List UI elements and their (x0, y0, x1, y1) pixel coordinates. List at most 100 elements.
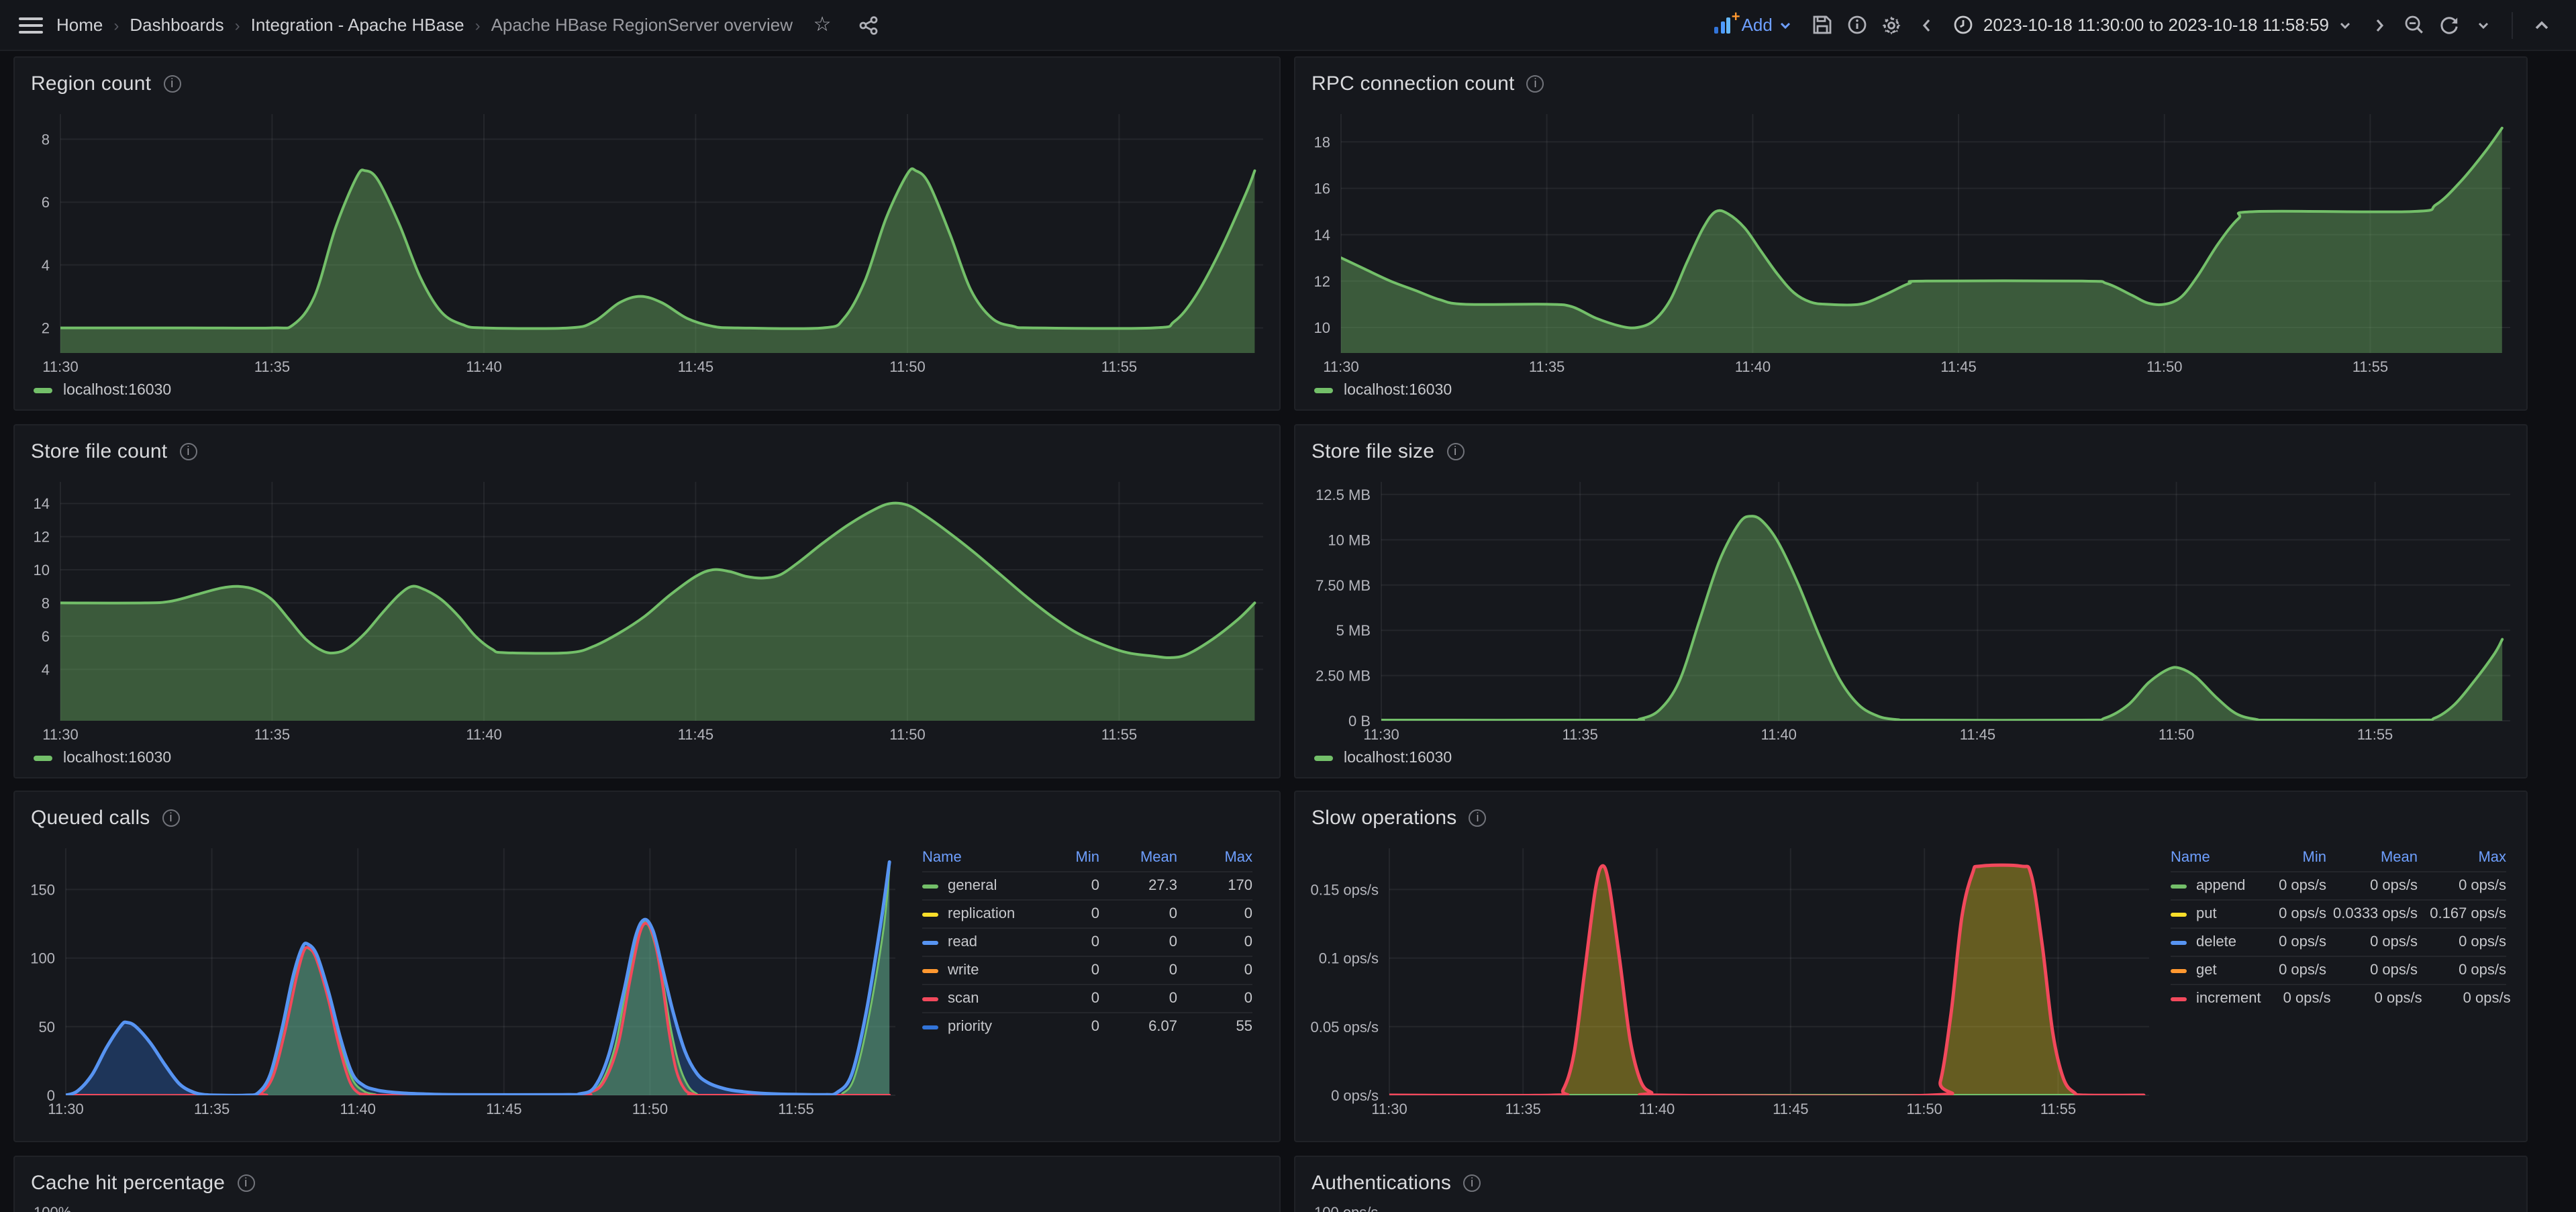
dashboard-settings-button[interactable] (1876, 7, 1908, 42)
svg-text:4: 4 (42, 661, 50, 678)
collapse-nav-button[interactable] (2525, 7, 2557, 42)
panel-title[interactable]: Store file size (1311, 440, 1434, 462)
series-toggle[interactable]: priority (922, 1019, 1040, 1035)
series-color-swatch (34, 388, 52, 393)
svg-text:11:35: 11:35 (194, 1101, 230, 1117)
series-toggle[interactable]: delete (2171, 934, 2257, 950)
rpc-connection-count-chart[interactable]: 101214161811:3011:3511:4011:4511:5011:55 (1306, 106, 2516, 377)
svg-text:2: 2 (42, 320, 50, 337)
info-icon[interactable] (1463, 1174, 1481, 1191)
legend-item[interactable]: localhost:16030 (1314, 383, 1452, 399)
legend-table-row: put 0 ops/s0.0333 ops/s0.167 ops/s (2171, 899, 2506, 927)
add-panel-icon: + (1715, 16, 1735, 34)
svg-text:11:35: 11:35 (254, 726, 290, 743)
svg-text:11:35: 11:35 (1562, 726, 1597, 743)
series-toggle[interactable]: append (2171, 878, 2257, 894)
info-icon[interactable] (237, 1174, 254, 1191)
info-icon[interactable] (1469, 809, 1486, 826)
legend-table-header[interactable]: Name Min Mean Max (2171, 843, 2506, 871)
legend-table-row: append 0 ops/s0 ops/s0 ops/s (2171, 871, 2506, 899)
svg-text:10 MB: 10 MB (1328, 532, 1371, 548)
add-button[interactable]: + Add (1715, 15, 1793, 35)
svg-text:12: 12 (34, 529, 50, 546)
favorite-star-button[interactable]: ☆ (806, 7, 838, 42)
save-dashboard-button[interactable] (1806, 7, 1838, 42)
svg-text:14: 14 (34, 495, 50, 512)
panel-title[interactable]: Store file count (31, 440, 167, 462)
svg-text:18: 18 (1314, 134, 1330, 150)
time-range-picker[interactable]: 2023-10-18 11:30:00 to 2023-10-18 11:58:… (1946, 15, 2360, 35)
svg-text:0.15 ops/s: 0.15 ops/s (1310, 881, 1379, 898)
legend-item[interactable]: localhost:16030 (1314, 750, 1452, 766)
breadcrumb-home[interactable]: Home (56, 15, 103, 35)
store-file-size-chart[interactable]: 0 B2.50 MB5 MB7.50 MB10 MB12.5 MB11:3011… (1306, 474, 2516, 745)
time-range-forward-button[interactable] (2363, 7, 2395, 42)
legend-table-row: scan 000 (922, 984, 1252, 1012)
series-toggle[interactable]: get (2171, 962, 2257, 978)
series-label: localhost:16030 (1344, 750, 1452, 766)
svg-text:11:50: 11:50 (2146, 358, 2182, 375)
breadcrumb-dashboards[interactable]: Dashboards (130, 15, 224, 35)
series-toggle[interactable]: write (922, 962, 1040, 978)
legend-table-row: general 027.3170 (922, 871, 1252, 899)
panel-title[interactable]: RPC connection count (1311, 72, 1515, 95)
svg-text:11:40: 11:40 (1761, 726, 1796, 743)
series-toggle[interactable]: scan (922, 991, 1040, 1007)
svg-text:150: 150 (30, 881, 55, 898)
svg-text:11:35: 11:35 (1505, 1101, 1540, 1117)
panel-title[interactable]: Slow operations (1311, 806, 1456, 829)
menu-icon[interactable] (19, 17, 43, 33)
info-icon[interactable] (1446, 442, 1464, 460)
dashboard-insights-button[interactable] (1841, 7, 1873, 42)
breadcrumb-separator-icon: › (224, 15, 251, 34)
time-range-text: 2023-10-18 11:30:00 to 2023-10-18 11:58:… (1983, 15, 2329, 35)
refresh-button[interactable] (2432, 7, 2465, 42)
svg-text:11:35: 11:35 (1529, 358, 1565, 375)
store-file-count-chart[interactable]: 46810121411:3011:3511:4011:4511:5011:55 (26, 474, 1269, 745)
panel-rpc-connection-count: RPC connection count 101214161811:3011:3… (1294, 56, 2528, 411)
panel-title[interactable]: Authentications (1311, 1171, 1451, 1194)
svg-text:11:45: 11:45 (678, 726, 713, 743)
legend-table-row: increment 0 ops/s0 ops/s0 ops/s (2171, 984, 2506, 1012)
legend-item[interactable]: localhost:16030 (34, 750, 171, 766)
caret-up-icon (2532, 18, 2550, 32)
breadcrumb-folder[interactable]: Integration - Apache HBase (251, 15, 464, 35)
panel-title[interactable]: Cache hit percentage (31, 1171, 225, 1194)
series-toggle[interactable]: replication (922, 906, 1040, 922)
refresh-icon (2438, 15, 2459, 35)
legend-table-row: priority 06.0755 (922, 1012, 1252, 1040)
info-icon[interactable] (163, 74, 181, 92)
panel-title[interactable]: Region count (31, 72, 151, 95)
svg-text:11:30: 11:30 (1371, 1101, 1407, 1117)
panel-slow-operations: Slow operations 0 ops/s0.05 ops/s0.1 ops… (1294, 791, 2528, 1142)
info-icon[interactable] (1527, 74, 1544, 92)
svg-text:11:30: 11:30 (1323, 358, 1358, 375)
breadcrumb-separator-icon: › (103, 15, 130, 34)
time-range-back-button[interactable] (1911, 7, 1943, 42)
slow-operations-chart[interactable]: 0 ops/s0.05 ops/s0.1 ops/s0.15 ops/s11:3… (1306, 840, 2154, 1119)
y-axis-label: 100% (34, 1205, 71, 1212)
svg-text:11:30: 11:30 (42, 726, 78, 743)
series-toggle[interactable]: increment (2171, 991, 2261, 1007)
info-icon[interactable] (179, 442, 197, 460)
series-toggle[interactable]: general (922, 878, 1040, 894)
refresh-interval-dropdown[interactable] (2467, 7, 2499, 42)
breadcrumb: Home › Dashboards › Integration - Apache… (56, 15, 793, 35)
panel-cache-hit-percentage: Cache hit percentage 100% (13, 1156, 1281, 1212)
queued-calls-chart[interactable]: 05010015011:3011:3511:4011:4511:5011:55 (26, 840, 901, 1119)
gear-icon (1881, 14, 1903, 36)
chevron-left-icon (1920, 17, 1934, 33)
zoom-out-icon (2404, 15, 2424, 35)
legend-table-header[interactable]: Name Min Mean Max (922, 843, 1252, 871)
legend-item[interactable]: localhost:16030 (34, 383, 171, 399)
svg-text:11:50: 11:50 (1906, 1101, 1942, 1117)
panel-title[interactable]: Queued calls (31, 806, 150, 829)
series-toggle[interactable]: read (922, 934, 1040, 950)
legend-table-row: get 0 ops/s0 ops/s0 ops/s (2171, 956, 2506, 984)
series-toggle[interactable]: put (2171, 906, 2257, 922)
svg-text:11:40: 11:40 (340, 1101, 375, 1117)
share-button[interactable] (852, 7, 884, 42)
zoom-out-time-button[interactable] (2397, 7, 2430, 42)
region-count-chart[interactable]: 246811:3011:3511:4011:4511:5011:55 (26, 106, 1269, 377)
info-icon[interactable] (162, 809, 180, 826)
